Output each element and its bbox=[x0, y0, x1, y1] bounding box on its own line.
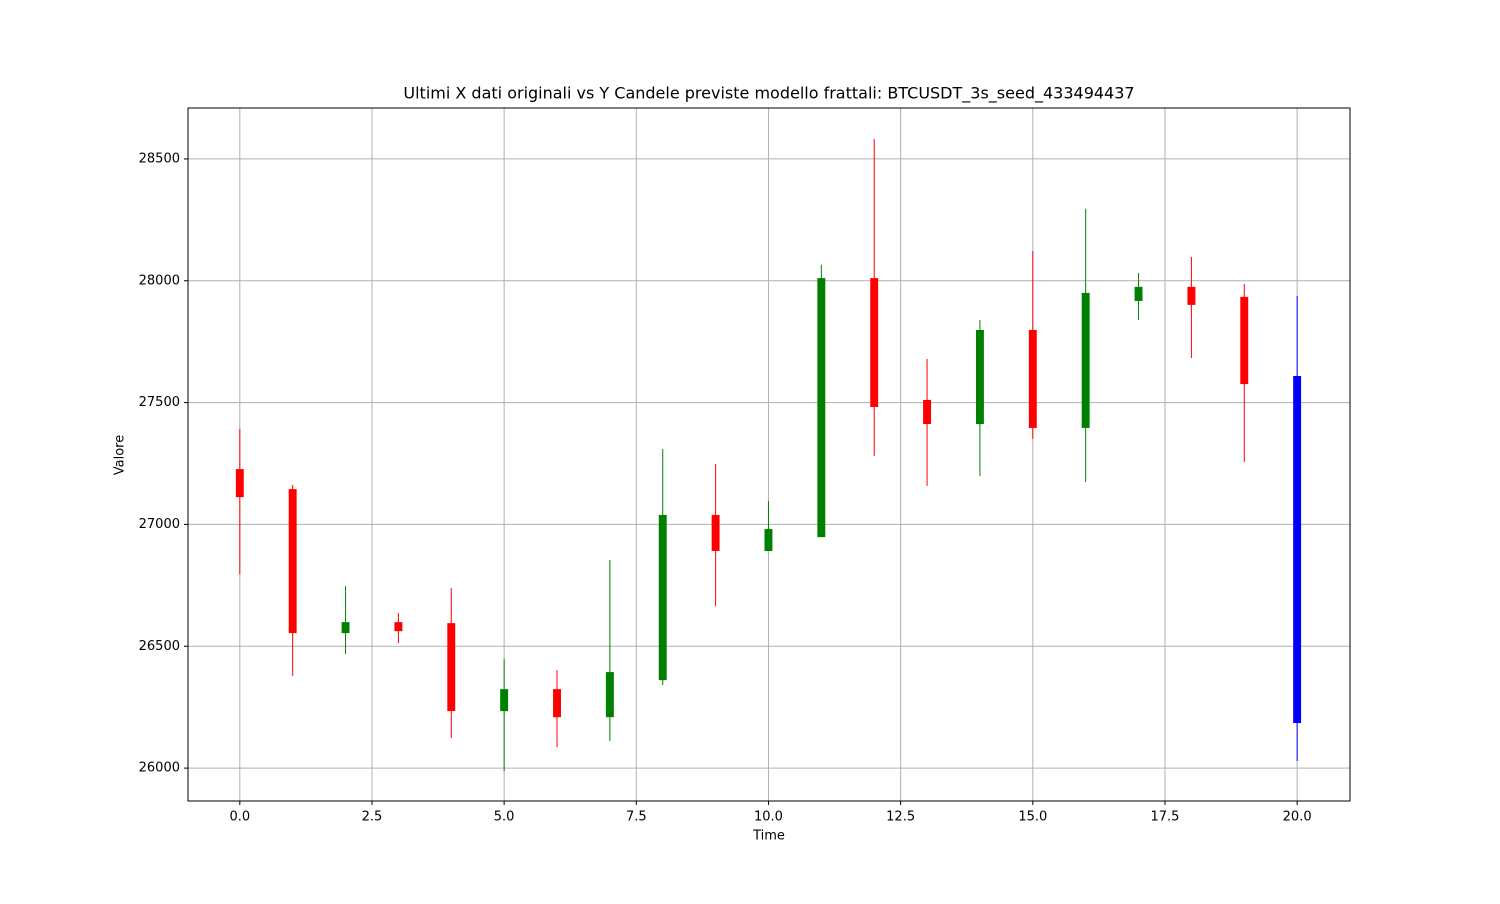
x-axis-label: Time bbox=[752, 829, 785, 844]
y-tick-label: 27000 bbox=[139, 517, 180, 532]
candle-body bbox=[235, 469, 244, 498]
x-tick-label: 7.5 bbox=[626, 810, 647, 825]
candle-body bbox=[1240, 296, 1249, 385]
y-tick-label: 27500 bbox=[139, 395, 180, 410]
candle-body bbox=[341, 622, 350, 634]
x-tick-label: 20.0 bbox=[1283, 810, 1312, 825]
candle-body bbox=[288, 489, 297, 634]
y-tick-label: 28500 bbox=[139, 151, 180, 166]
candle-body bbox=[923, 399, 932, 425]
y-tick-label: 28000 bbox=[139, 273, 180, 288]
candle-body bbox=[870, 278, 879, 407]
x-tick-label: 17.5 bbox=[1150, 810, 1179, 825]
candle-body bbox=[1081, 292, 1090, 428]
candle-body bbox=[975, 329, 984, 425]
x-tick-label: 5.0 bbox=[494, 810, 515, 825]
candle-body bbox=[711, 514, 720, 551]
candle-body bbox=[658, 514, 667, 681]
x-tick-label: 15.0 bbox=[1018, 810, 1047, 825]
x-tick-label: 10.0 bbox=[754, 810, 783, 825]
y-tick-label: 26500 bbox=[139, 639, 180, 654]
x-tick-label: 2.5 bbox=[362, 810, 383, 825]
candle-body bbox=[764, 529, 773, 551]
chart-title: Ultimi X dati originali vs Y Candele pre… bbox=[403, 84, 1134, 104]
candle-body bbox=[1028, 329, 1037, 428]
candle-body bbox=[605, 672, 614, 718]
candle-body bbox=[1293, 376, 1302, 724]
x-tick-label: 12.5 bbox=[886, 810, 915, 825]
candle-body bbox=[553, 689, 561, 718]
candle-body bbox=[1187, 286, 1196, 305]
x-tick-label: 0.0 bbox=[229, 810, 250, 825]
candle-body bbox=[500, 689, 509, 712]
y-axis-label: Valore bbox=[113, 435, 128, 475]
y-tick-label: 26000 bbox=[139, 761, 180, 776]
candle-body bbox=[447, 623, 456, 712]
candle-body bbox=[394, 622, 403, 632]
candle-body bbox=[817, 278, 826, 538]
candle-body bbox=[1134, 286, 1143, 301]
plot-frame bbox=[187, 107, 1351, 802]
